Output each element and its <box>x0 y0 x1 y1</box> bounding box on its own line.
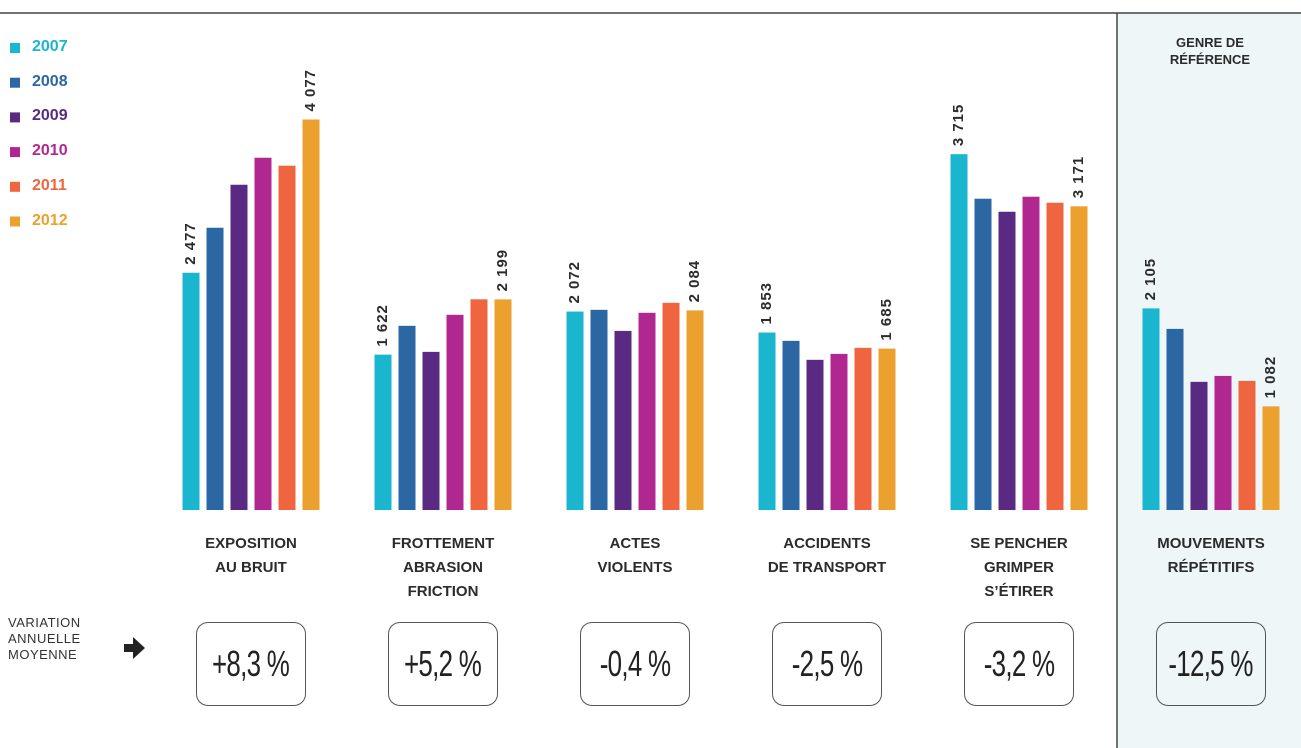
bar <box>1214 375 1232 510</box>
legend-label: 2008 <box>32 72 68 90</box>
bar <box>254 157 272 510</box>
bar <box>1070 206 1088 510</box>
bar <box>398 325 416 510</box>
legend-swatch <box>10 216 20 227</box>
legend-swatch <box>10 112 20 123</box>
category-label: ACTES VIOLENTS <box>597 535 673 576</box>
legend-label: 2009 <box>32 107 68 125</box>
bar <box>230 184 248 511</box>
category-label: MOUVEMENTS RÉPÉTITIFS <box>1157 535 1265 576</box>
category-label: FROTTEMENT ABRASION FRICTION <box>391 535 495 600</box>
bar <box>614 330 632 510</box>
variation-box: +8,3 % <box>196 622 306 706</box>
bar <box>662 302 680 510</box>
bar <box>782 340 800 510</box>
value-label: 1 853 <box>758 282 775 325</box>
bar <box>1142 308 1160 510</box>
variation-box: -2,5 % <box>772 622 882 706</box>
bar <box>1238 380 1256 510</box>
bar <box>854 347 872 510</box>
legend-label: 2012 <box>32 211 68 229</box>
bar <box>878 348 896 510</box>
legend-label: 2011 <box>32 176 67 194</box>
bar <box>446 314 464 510</box>
value-label: 2 477 <box>182 222 199 265</box>
value-label: 2 084 <box>686 260 703 303</box>
bar <box>686 310 704 510</box>
bar <box>206 227 224 510</box>
legend-label: 2010 <box>32 142 68 160</box>
legend-swatch <box>10 181 20 192</box>
category-label: SE PENCHER GRIMPER S’ÉTIRER <box>970 535 1068 600</box>
bar <box>998 211 1016 511</box>
bar <box>638 312 656 510</box>
bar <box>470 299 488 510</box>
bar <box>830 353 848 510</box>
variation-value: -2,5 % <box>791 643 863 684</box>
variation-value: +8,3 % <box>212 643 290 684</box>
value-label: 2 105 <box>1142 258 1159 301</box>
bar <box>494 299 512 510</box>
value-label: 3 171 <box>1070 156 1087 199</box>
value-label: 1 622 <box>374 304 391 347</box>
bar <box>590 309 608 510</box>
variation-box: +5,2 % <box>388 622 498 706</box>
variation-box: -0,4 % <box>580 622 690 706</box>
variation-box: -12,5 % <box>1156 622 1266 706</box>
variation-value: +5,2 % <box>404 643 482 684</box>
value-label: 1 082 <box>1262 356 1279 399</box>
bar <box>950 154 968 511</box>
value-label: 3 715 <box>950 104 967 147</box>
bar <box>278 165 296 510</box>
bar <box>758 332 776 510</box>
reference-label: GENRE DE RÉFÉRENCE <box>1169 35 1251 67</box>
value-label: 2 199 <box>494 249 511 292</box>
bar <box>1190 381 1208 510</box>
bar <box>182 272 200 510</box>
variation-value: -12,5 % <box>1168 643 1254 684</box>
bar <box>422 351 440 510</box>
category-label: ACCIDENTS DE TRANSPORT <box>767 535 887 576</box>
value-label: 4 077 <box>302 69 319 112</box>
bar <box>1046 202 1064 511</box>
bar <box>1166 328 1184 510</box>
bar <box>1022 196 1040 511</box>
bar <box>1262 406 1280 510</box>
bar <box>974 198 992 510</box>
variation-value: -3,2 % <box>983 643 1055 684</box>
value-label: 1 685 <box>878 298 895 341</box>
bar <box>302 119 320 510</box>
variation-value: -0,4 % <box>599 643 671 684</box>
arrow <box>124 637 145 659</box>
legend-label: 2007 <box>32 38 68 55</box>
legend-swatch <box>10 77 20 88</box>
category-label: EXPOSITION AU BRUIT <box>205 535 297 576</box>
legend-swatch <box>10 147 20 158</box>
bar <box>806 359 824 510</box>
bar <box>374 354 392 510</box>
bar <box>566 311 584 510</box>
value-label: 2 072 <box>566 261 583 304</box>
variation-label: VARIATION ANNUELLE MOYENNE <box>8 615 81 662</box>
legend-swatch <box>10 43 20 53</box>
variation-box: -3,2 % <box>964 622 1074 706</box>
